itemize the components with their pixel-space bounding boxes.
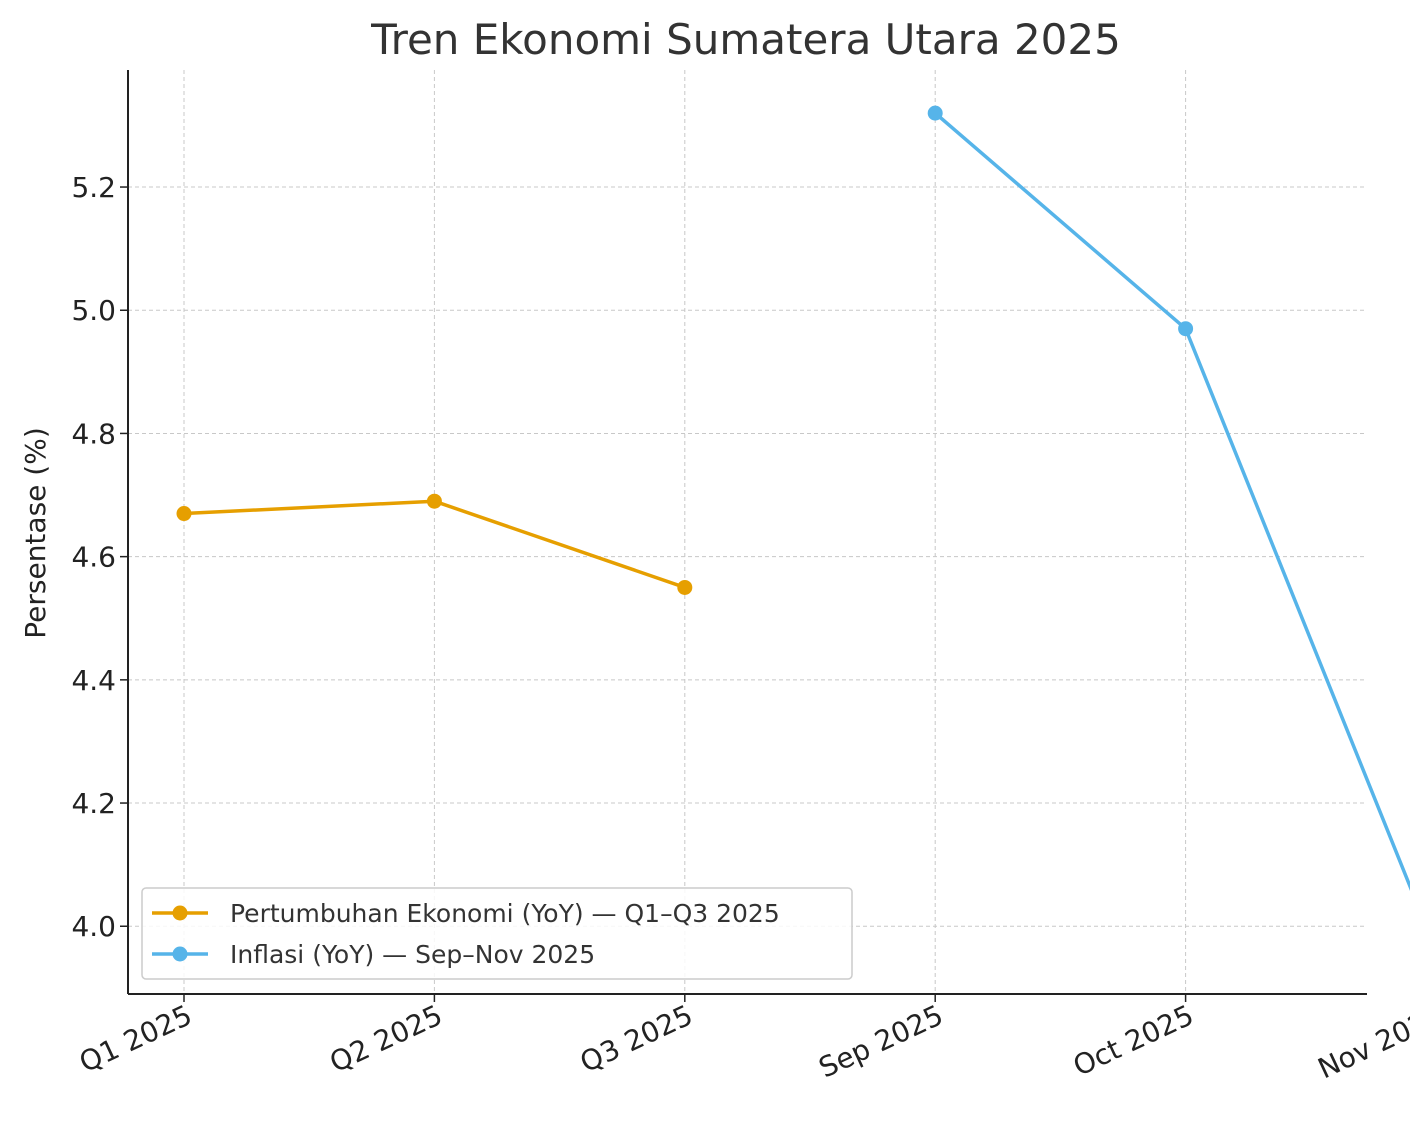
y-tick-label: 4.8 bbox=[71, 417, 116, 450]
legend-swatch-marker bbox=[172, 905, 188, 921]
data-point bbox=[677, 579, 693, 595]
x-tick-label: Sep 2025 bbox=[814, 998, 948, 1084]
axes bbox=[127, 70, 1367, 995]
x-ticks: Q1 2025 Q2 2025 Q3 2025 Sep 2025 Oct 2025 Nov… bbox=[74, 994, 1410, 1085]
data-point bbox=[927, 105, 943, 121]
y-ticks: 4.0 4.2 4.4 4.6 4.8 5.0 5.2 bbox=[71, 171, 128, 943]
legend-label: Inflasi (YoY) — Sep–Nov 2025 bbox=[230, 940, 595, 969]
y-axis-label: Persentase (%) bbox=[19, 427, 52, 639]
x-tick-label: Q2 2025 bbox=[325, 998, 448, 1079]
chart-title: Tren Ekonomi Sumatera Utara 2025 bbox=[370, 15, 1121, 64]
data-point bbox=[426, 493, 442, 509]
data-point bbox=[176, 506, 192, 522]
x-tick-label: Q3 2025 bbox=[575, 998, 698, 1079]
legend-label: Pertumbuhan Ekonomi (YoY) — Q1–Q3 2025 bbox=[230, 899, 780, 928]
y-tick-label: 4.2 bbox=[71, 787, 116, 820]
grid-lines bbox=[128, 70, 1367, 994]
legend-frame bbox=[141, 887, 853, 980]
y-tick-label: 4.6 bbox=[71, 541, 116, 574]
y-tick-label: 5.2 bbox=[71, 171, 116, 204]
y-tick-label: 4.0 bbox=[71, 910, 116, 943]
y-tick-label: 4.4 bbox=[71, 664, 116, 697]
data-point bbox=[1178, 321, 1194, 337]
series-line-1 bbox=[934, 111, 1410, 891]
legend: Pertumbuhan Ekonomi (YoY) — Q1–Q3 2025 In… bbox=[141, 887, 853, 980]
legend-swatch-marker bbox=[172, 946, 188, 962]
x-tick-label: Nov 2025 bbox=[1313, 998, 1410, 1085]
series-group bbox=[176, 105, 1410, 891]
x-tick-label: Oct 2025 bbox=[1068, 998, 1198, 1082]
y-tick-label: 5.0 bbox=[71, 294, 116, 327]
x-tick-label: Q1 2025 bbox=[74, 998, 197, 1079]
